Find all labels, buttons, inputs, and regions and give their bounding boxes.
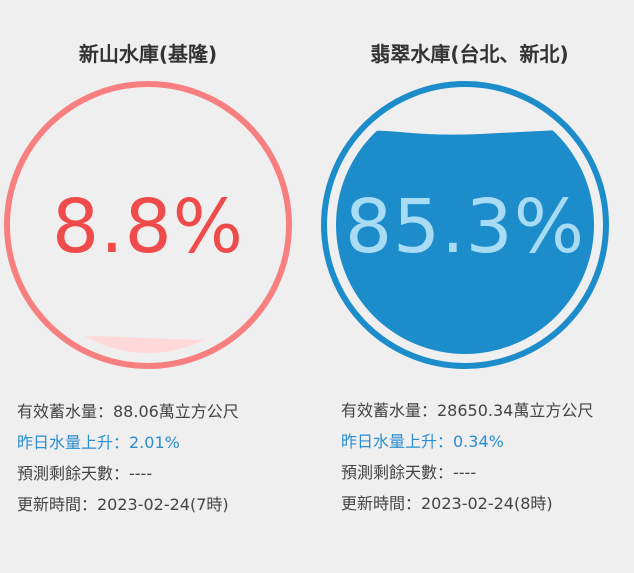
updated-text: 更新時間：2023-02-24(7時) [17, 495, 229, 514]
water-level-gauge: 8.8% [3, 80, 293, 370]
water-level-gauge: 85.3% [320, 80, 610, 370]
updated-text: 更新時間：2023-02-24(8時) [341, 494, 553, 513]
change-text: 昨日水量上升：0.34% [341, 432, 504, 451]
gauge-graphic [321, 81, 609, 369]
reservoir-card-feitsui: 翡翠水庫(台北、新北) 85.3% 有效蓄水量：28650.34萬立方公尺 昨日… [317, 0, 634, 573]
forecast-text: 預測剩餘天數：---- [341, 463, 477, 482]
reservoir-title: 新山水庫(基隆) [78, 42, 218, 66]
percent-label: 8.8% [52, 184, 244, 270]
reservoir-card-xinshan: 新山水庫(基隆) 8.8% 有效蓄水量：88.06萬立方公尺 昨日水量上升：2.… [3, 42, 297, 520]
capacity-text: 有效蓄水量：88.06萬立方公尺 [17, 402, 239, 421]
change-text: 昨日水量上升：2.01% [17, 433, 180, 452]
water-fill [336, 129, 594, 354]
capacity-text: 有效蓄水量：28650.34萬立方公尺 [341, 401, 594, 420]
percent-label: 85.3% [344, 184, 586, 270]
reservoir-title: 翡翠水庫(台北、新北) [370, 42, 569, 66]
reservoir-info: 有效蓄水量：88.06萬立方公尺 昨日水量上升：2.01% 預測剩餘天數：---… [17, 396, 297, 520]
gauge-graphic [4, 81, 292, 369]
forecast-text: 預測剩餘天數：---- [17, 464, 153, 483]
gauge-ring [321, 81, 609, 369]
reservoir-info: 有效蓄水量：28650.34萬立方公尺 昨日水量上升：0.34% 預測剩餘天數：… [341, 396, 626, 520]
gauge-ring [4, 81, 292, 369]
